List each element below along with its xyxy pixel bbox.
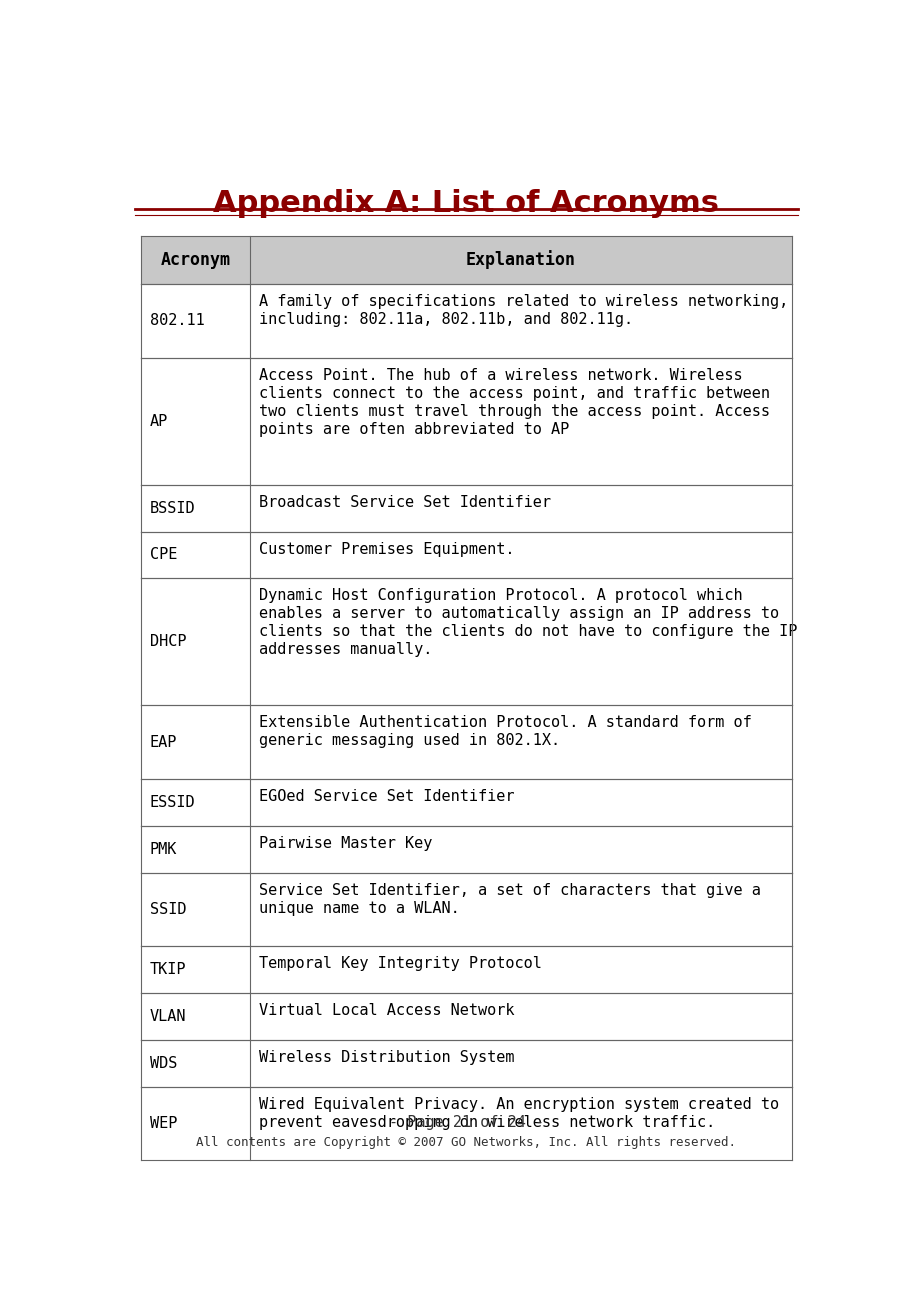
Text: Pairwise Master Key: Pairwise Master Key	[259, 836, 432, 851]
Text: Virtual Local Access Network: Virtual Local Access Network	[259, 1003, 515, 1018]
Text: ESSID: ESSID	[150, 795, 196, 810]
Bar	[140, 826, 793, 873]
Bar	[140, 579, 793, 706]
Text: WEP: WEP	[150, 1117, 177, 1131]
Text: PMK: PMK	[150, 842, 177, 857]
Text: TKIP: TKIP	[150, 962, 187, 978]
Text: EGOed Service Set Identifier: EGOed Service Set Identifier	[259, 789, 515, 804]
Bar	[140, 1086, 793, 1161]
Text: Customer Premises Equipment.: Customer Premises Equipment.	[259, 542, 515, 556]
Bar	[140, 873, 793, 946]
Text: Dynamic Host Configuration Protocol. A protocol which
enables a server to automa: Dynamic Host Configuration Protocol. A p…	[259, 589, 797, 657]
Text: Temporal Key Integrity Protocol: Temporal Key Integrity Protocol	[259, 957, 542, 971]
Text: A family of specifications related to wireless networking,
including: 802.11a, 8: A family of specifications related to wi…	[259, 295, 788, 327]
Text: AP: AP	[150, 414, 168, 428]
Text: CPE: CPE	[150, 547, 177, 563]
Bar	[140, 1041, 793, 1086]
Text: Access Point. The hub of a wireless network. Wireless
clients connect to the acc: Access Point. The hub of a wireless netw…	[259, 368, 770, 437]
Text: - Page 21 of 24 -: - Page 21 of 24 -	[389, 1115, 544, 1130]
Text: Wired Equivalent Privacy. An encryption system created to
prevent eavesdropping : Wired Equivalent Privacy. An encryption …	[259, 1097, 779, 1130]
Bar	[140, 706, 793, 779]
Bar	[140, 779, 793, 826]
Bar	[140, 484, 793, 531]
Text: Appendix A: List of Acronyms: Appendix A: List of Acronyms	[213, 190, 720, 219]
Text: Extensible Authentication Protocol. A standard form of
generic messaging used in: Extensible Authentication Protocol. A st…	[259, 716, 752, 749]
Text: Wireless Distribution System: Wireless Distribution System	[259, 1050, 515, 1066]
Text: Explanation: Explanation	[466, 250, 576, 270]
Bar	[140, 946, 793, 994]
Text: All contents are Copyright © 2007 GO Networks, Inc. All rights reserved.: All contents are Copyright © 2007 GO Net…	[197, 1136, 736, 1149]
Bar	[140, 284, 793, 357]
Text: DHCP: DHCP	[150, 635, 187, 649]
Bar	[140, 236, 793, 284]
Text: EAP: EAP	[150, 734, 177, 750]
Text: WDS: WDS	[150, 1056, 177, 1071]
Bar	[140, 994, 793, 1041]
Text: Broadcast Service Set Identifier: Broadcast Service Set Identifier	[259, 495, 551, 509]
Text: 802.11: 802.11	[150, 313, 205, 329]
Text: BSSID: BSSID	[150, 500, 196, 516]
Text: SSID: SSID	[150, 902, 187, 918]
Text: Service Set Identifier, a set of characters that give a
unique name to a WLAN.: Service Set Identifier, a set of charact…	[259, 882, 761, 916]
Text: VLAN: VLAN	[150, 1009, 187, 1024]
Bar	[140, 531, 793, 579]
Bar	[140, 357, 793, 484]
Text: Acronym: Acronym	[160, 251, 230, 268]
